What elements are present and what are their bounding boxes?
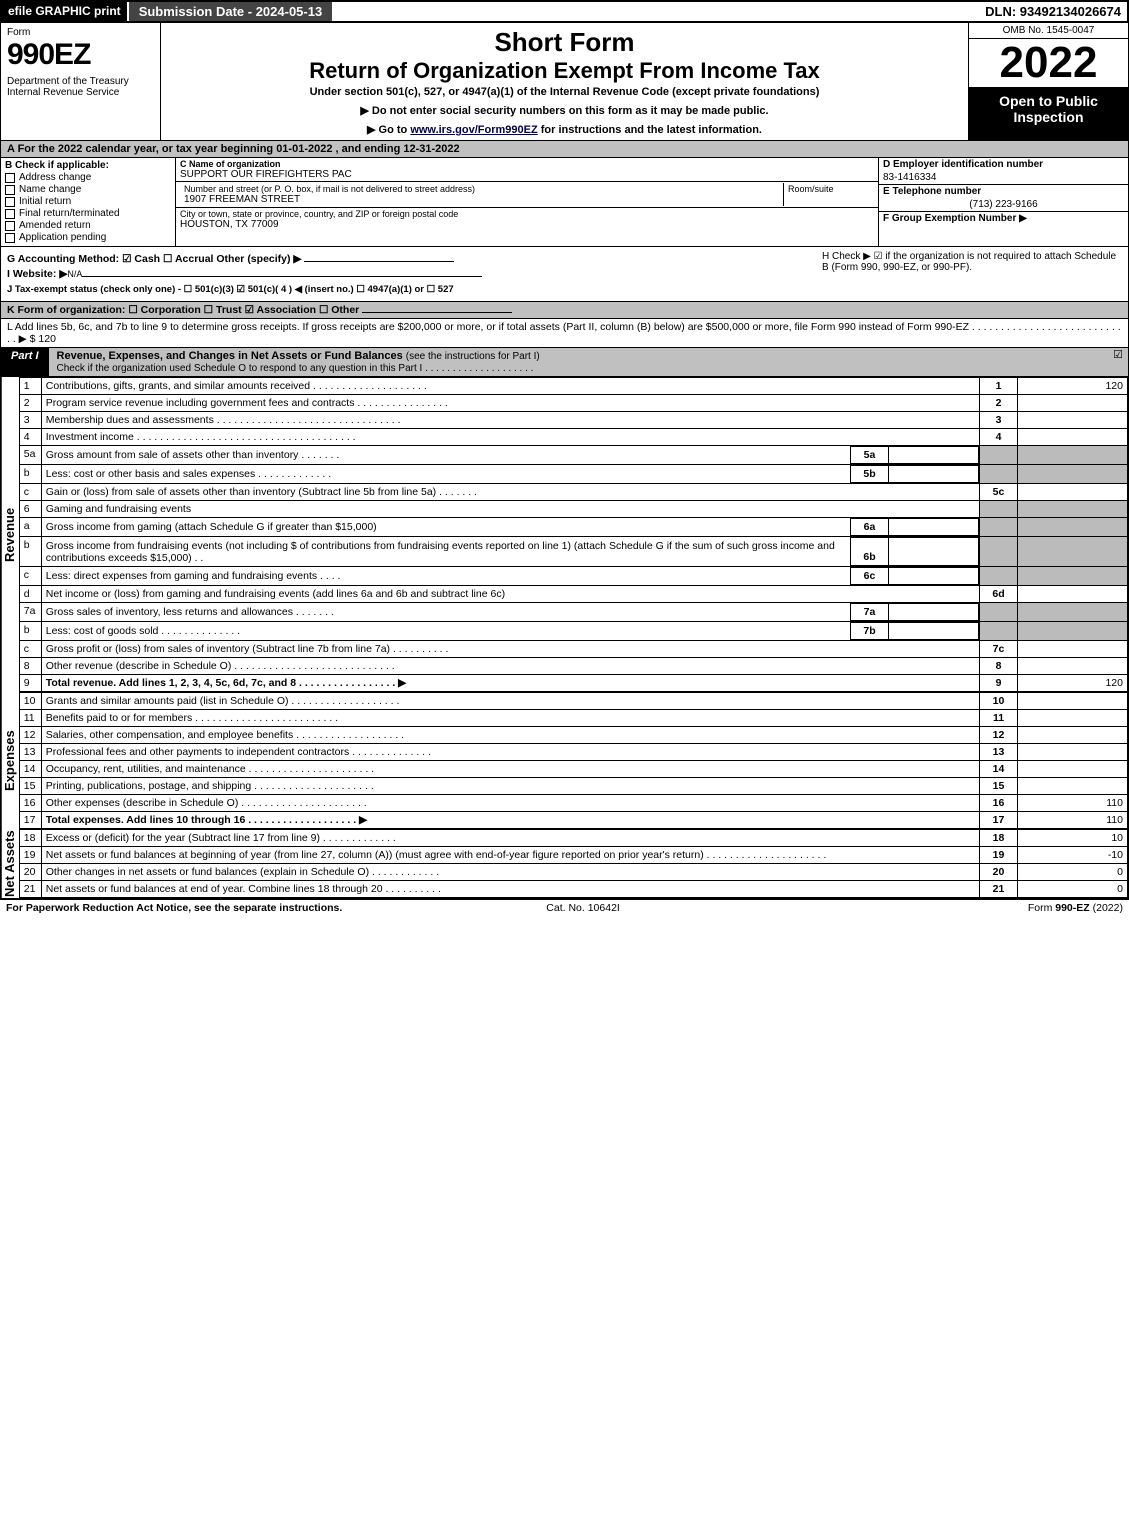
goto-post: for instructions and the latest informat… [538, 124, 762, 136]
checkbox-address-change[interactable] [5, 173, 15, 183]
form-header: Form 990EZ Department of the Treasury In… [0, 23, 1129, 141]
name-change-label: Name change [19, 184, 81, 195]
checkbox-name-change[interactable] [5, 185, 15, 195]
f-group-exemption: F Group Exemption Number ▶ [879, 211, 1128, 225]
form-title: Return of Organization Exempt From Incom… [169, 58, 960, 84]
part1-title: Revenue, Expenses, and Changes in Net As… [49, 348, 1108, 376]
dln-label: DLN: 93492134026674 [979, 2, 1127, 21]
tax-year: 2022 [969, 39, 1128, 87]
c-name-hint: C Name of organization [180, 159, 874, 169]
submission-date: Submission Date - 2024-05-13 [127, 2, 333, 21]
form-footer-ref: Form 990-EZ (2022) [1028, 902, 1123, 914]
city-state-zip: HOUSTON, TX 77009 [180, 219, 874, 230]
amended-return-label: Amended return [19, 220, 91, 231]
expenses-vlabel: Expenses [1, 692, 19, 829]
column-b: B Check if applicable: Address change Na… [1, 158, 176, 246]
omb-number: OMB No. 1545-0047 [969, 23, 1128, 39]
section-bcdef: B Check if applicable: Address change Na… [0, 158, 1129, 247]
checkbox-initial-return[interactable] [5, 197, 15, 207]
header-mid: Short Form Return of Organization Exempt… [161, 23, 968, 140]
section-l: L Add lines 5b, 6c, and 7b to line 9 to … [0, 319, 1129, 348]
room-hint: Room/suite [788, 184, 870, 194]
org-name: SUPPORT OUR FIREFIGHTERS PAC [180, 169, 874, 180]
header-right: OMB No. 1545-0047 2022 Open to Public In… [968, 23, 1128, 140]
initial-return-label: Initial return [19, 196, 71, 207]
part1-header: Part I Revenue, Expenses, and Changes in… [0, 348, 1129, 377]
line-text: Contributions, gifts, grants, and simila… [41, 378, 979, 395]
irs-link[interactable]: www.irs.gov/Form990EZ [410, 124, 537, 136]
expenses-grid: Expenses 10Grants and similar amounts pa… [0, 692, 1129, 829]
section-ghij: H Check ▶ ☑ if the organization is not r… [0, 247, 1129, 302]
top-bar: efile GRAPHIC print Submission Date - 20… [0, 0, 1129, 23]
phone-value: (713) 223-9166 [879, 198, 1128, 211]
line-ref: 1 [980, 378, 1018, 395]
address-change-label: Address change [19, 172, 91, 183]
revenue-grid: Revenue 1Contributions, gifts, grants, a… [0, 377, 1129, 692]
column-def: D Employer identification number 83-1416… [878, 158, 1128, 246]
checkbox-final-return[interactable] [5, 209, 15, 219]
revenue-vlabel: Revenue [1, 377, 19, 692]
header-left: Form 990EZ Department of the Treasury In… [1, 23, 161, 140]
short-form-label: Short Form [169, 27, 960, 58]
department-label: Department of the Treasury Internal Reve… [7, 76, 154, 98]
e-phone-label: E Telephone number [879, 184, 1128, 198]
h-schedule-b-note: H Check ▶ ☑ if the organization is not r… [822, 251, 1122, 273]
part1-tag: Part I [1, 348, 49, 376]
goto-pre: ▶ Go to [367, 124, 410, 136]
column-c: C Name of organization SUPPORT OUR FIREF… [176, 158, 878, 246]
j-tax-exempt-status: J Tax-exempt status (check only one) - ☐… [7, 283, 1122, 295]
section-k: K Form of organization: ☐ Corporation ☐ … [0, 302, 1129, 319]
ein-value: 83-1416334 [879, 171, 1128, 184]
paperwork-notice: For Paperwork Reduction Act Notice, see … [6, 902, 342, 914]
row-a-tax-year: A For the 2022 calendar year, or tax yea… [0, 141, 1129, 158]
goto-note: ▶ Go to www.irs.gov/Form990EZ for instru… [169, 123, 960, 136]
efile-print-label[interactable]: efile GRAPHIC print [2, 2, 127, 21]
part1-checkbox[interactable]: ☑ [1108, 348, 1128, 376]
form-number: 990EZ [7, 38, 154, 72]
b-label: B Check if applicable: [5, 160, 171, 171]
d-ein-label: D Employer identification number [879, 158, 1128, 171]
catalog-number: Cat. No. 10642I [546, 902, 620, 914]
checkbox-application-pending[interactable] [5, 233, 15, 243]
open-inspection-label: Open to Public Inspection [969, 87, 1128, 140]
page-footer: For Paperwork Reduction Act Notice, see … [0, 899, 1129, 916]
street-address: 1907 FREEMAN STREET [184, 194, 779, 205]
city-hint: City or town, state or province, country… [180, 209, 874, 219]
final-return-label: Final return/terminated [19, 208, 120, 219]
form-word: Form [7, 27, 154, 38]
application-pending-label: Application pending [19, 232, 106, 243]
line-num: 1 [19, 378, 41, 395]
address-hint: Number and street (or P. O. box, if mail… [184, 184, 779, 194]
checkbox-amended-return[interactable] [5, 221, 15, 231]
ssn-warning: ▶ Do not enter social security numbers o… [169, 104, 960, 117]
form-subtitle: Under section 501(c), 527, or 4947(a)(1)… [169, 86, 960, 98]
net-assets-grid: Net Assets 18Excess or (deficit) for the… [0, 829, 1129, 899]
line-value: 120 [1018, 378, 1128, 395]
net-assets-vlabel: Net Assets [1, 829, 19, 898]
